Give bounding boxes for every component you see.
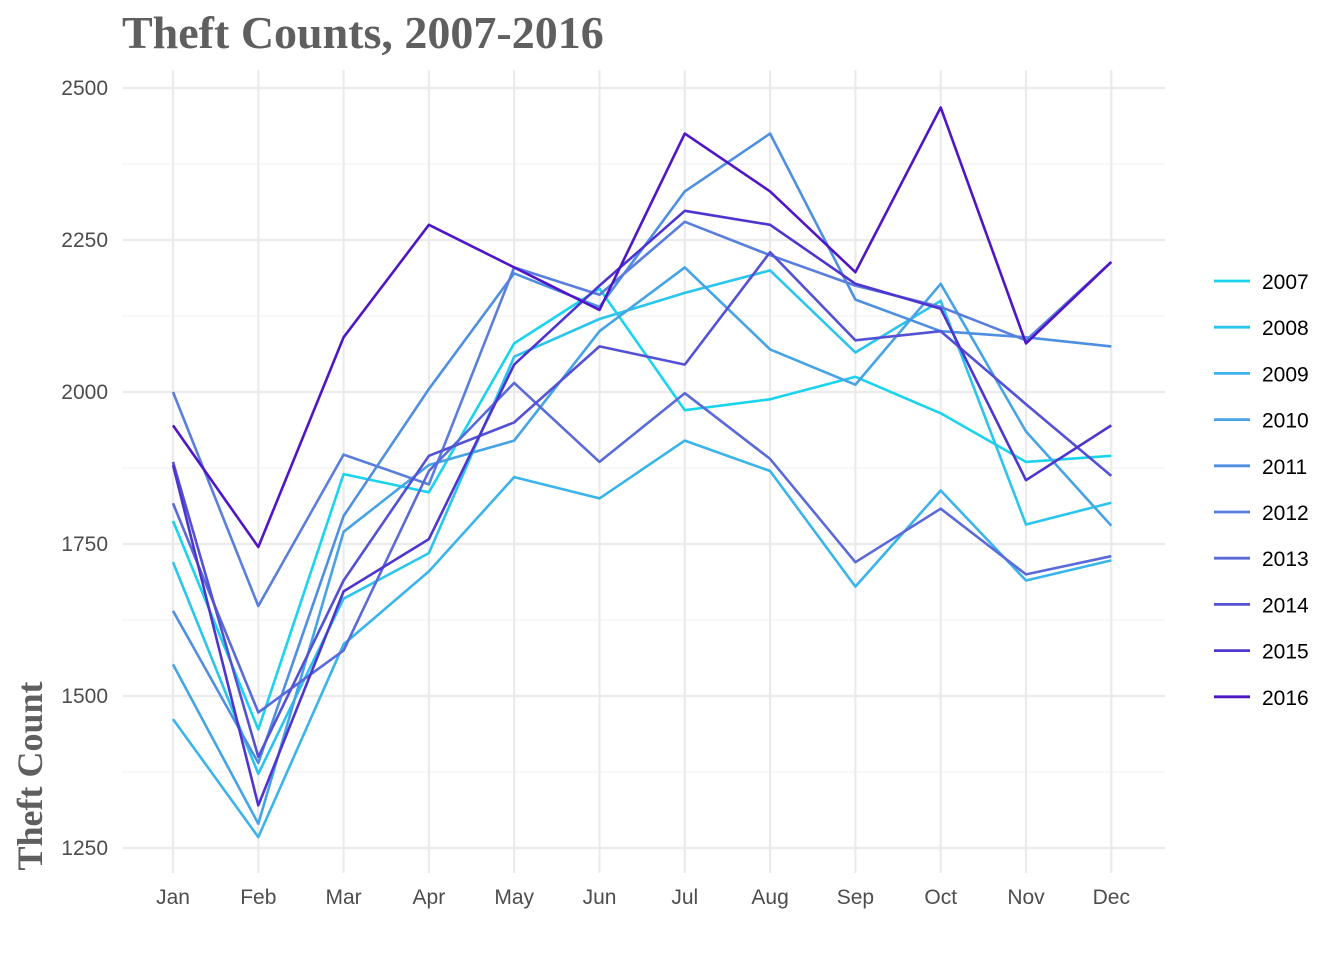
series-line-2010	[171, 266, 1113, 826]
series-line-2015	[171, 209, 1113, 807]
legend: 2007 2008 2009 2010 2011 2012 2013 2014 2015 2016	[1214, 271, 1309, 710]
series-line-2014	[171, 250, 1113, 759]
x-tick-label: Nov	[1007, 886, 1045, 909]
legend-item-2014: 2014	[1214, 594, 1309, 617]
legend-item-2015: 2015	[1214, 641, 1309, 664]
legend-item-2016: 2016	[1214, 687, 1309, 710]
x-tick-label: Aug	[751, 886, 788, 909]
series-line-2012	[171, 220, 1113, 608]
x-tick-label: Apr	[413, 886, 446, 909]
legend-label: 2011	[1262, 456, 1307, 479]
legend-label: 2013	[1262, 548, 1309, 571]
major-gridlines	[122, 70, 1165, 873]
legend-label: 2007	[1262, 271, 1309, 294]
y-axis-title: Theft Count	[10, 681, 50, 870]
legend-item-2013: 2013	[1214, 548, 1309, 571]
x-tick-label: Feb	[240, 886, 276, 909]
legend-label: 2014	[1262, 594, 1309, 617]
legend-label: 2012	[1262, 502, 1309, 525]
legend-label: 2008	[1262, 317, 1309, 340]
legend-label: 2015	[1262, 641, 1309, 664]
series-lines	[171, 106, 1113, 839]
x-axis-tick-labels: Jan Feb Mar Apr May Jun Jul Aug Sep Oct Nov Dec	[156, 886, 1130, 909]
legend-item-2009: 2009	[1214, 363, 1309, 386]
y-tick-label: 1750	[61, 533, 108, 556]
legend-item-2011: 2011	[1214, 456, 1307, 479]
legend-label: 2009	[1262, 363, 1309, 386]
chart-title: Theft Counts, 2007-2016	[122, 7, 604, 58]
legend-label: 2016	[1262, 687, 1309, 710]
series-line-2009	[171, 439, 1112, 839]
legend-label: 2010	[1262, 410, 1309, 433]
y-tick-label: 1250	[61, 837, 108, 860]
legend-item-2010: 2010	[1214, 410, 1309, 433]
x-tick-label: Sep	[837, 886, 874, 909]
y-tick-label: 1500	[61, 685, 108, 708]
x-tick-label: Jan	[156, 886, 190, 909]
y-tick-label: 2250	[61, 229, 108, 252]
legend-item-2008: 2008	[1214, 317, 1309, 340]
x-tick-label: Oct	[924, 886, 957, 909]
y-axis-tick-labels: 1250 1500 1750 2000 2250 2500	[61, 77, 108, 860]
x-tick-label: Mar	[326, 886, 362, 909]
series-line-2016	[171, 106, 1113, 549]
series-line-2013	[171, 381, 1112, 714]
y-tick-label: 2500	[61, 77, 108, 100]
legend-item-2012: 2012	[1214, 502, 1309, 525]
series-line-2007	[171, 287, 1112, 731]
x-tick-label: May	[494, 886, 534, 909]
x-tick-label: Jun	[583, 886, 617, 909]
x-tick-label: Dec	[1093, 886, 1130, 909]
x-tick-label: Jul	[671, 886, 698, 909]
y-tick-label: 2000	[61, 381, 108, 404]
legend-item-2007: 2007	[1214, 271, 1309, 294]
